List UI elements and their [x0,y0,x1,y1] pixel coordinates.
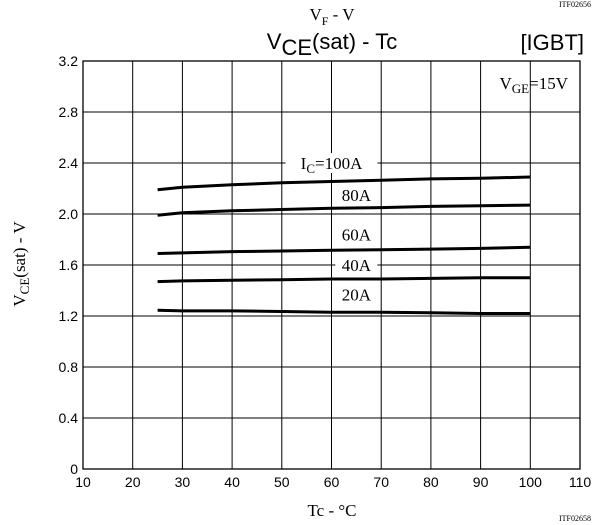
x-tick-label: 90 [473,474,489,490]
x-axis-title: Tc - °C [307,501,356,520]
x-tick-label: 80 [423,474,439,490]
y-tick-label: 0.8 [59,359,79,375]
y-tick-label: 1.2 [59,308,79,324]
curve-100A [157,175,531,192]
curve-label-background [335,284,378,305]
curve-label-20A: 20A [342,285,372,304]
curve-20A [157,308,531,315]
tick-labels: 10 20 30 40 50 60 70 80 90 100 110 0 0.4 0.8 1.2 1.6 2.0… [59,53,592,490]
curve-80A [157,203,531,217]
curve-label-60A: 60A [342,225,372,244]
x-tick-label: 20 [125,474,141,490]
curve-label-100A: IC=100A [301,154,363,176]
curve-label-background [335,184,378,205]
x-tick-label: 10 [75,474,91,490]
curve-60A [157,245,531,255]
x-tick-label: 50 [274,474,290,490]
y-tick-label: 2.4 [59,155,79,171]
x-tick-label: 100 [519,474,543,490]
curve-label-background [285,153,378,173]
x-tick-label: 30 [175,474,191,490]
condition-vge-label: VGE=15V [500,74,569,96]
y-tick-label: 1.6 [59,257,79,273]
x-tick-label: 110 [569,474,592,490]
curve-label-background [335,224,378,245]
curve-labels: IC=100A 80A 60A 40A 20A [285,153,378,305]
curve-label-background [335,255,378,275]
y-axis-title: VCE(sat) - V [10,221,32,307]
x-tick-label: 40 [224,474,240,490]
curve-label-40A: 40A [342,256,372,275]
title-vf-v: VF - V [309,5,355,28]
figure-code-top: ITF02656 [559,0,591,9]
chart-title: VCE(sat) - Tc [267,29,397,60]
x-tick-label: 70 [373,474,389,490]
curve-label-80A: 80A [342,186,372,205]
y-tick-label: 2.8 [59,104,79,120]
x-tick-label: 60 [324,474,340,490]
grid-lines [82,60,581,470]
y-tick-label: 3.2 [59,53,79,69]
data-curves [157,175,531,315]
figure-code-bottom: ITF02658 [559,514,591,523]
y-tick-label: 2.0 [59,206,79,222]
y-tick-label: 0.4 [59,410,79,426]
curve-40A [157,276,531,284]
y-tick-label: 0 [70,461,78,477]
igbt-tag: [IGBT] [520,30,584,55]
plot-frame [82,60,581,470]
